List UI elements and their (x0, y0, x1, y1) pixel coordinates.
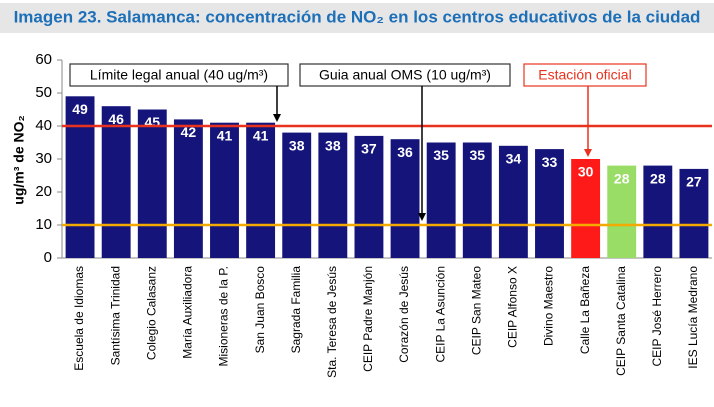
chart-title: Imagen 23. Salamanca: concentración de N… (14, 7, 701, 26)
x-tick-label: Corazón de Jesús (397, 266, 411, 363)
annotation-box (523, 63, 647, 87)
annotation-box (299, 63, 511, 87)
x-tick-label: Sta. Teresa de Jesús (325, 266, 339, 378)
value-label: 28 (614, 170, 630, 186)
value-label: 37 (361, 141, 377, 157)
bar (354, 135, 384, 258)
bar (498, 145, 528, 258)
value-label: 38 (289, 137, 305, 153)
title-band (0, 3, 714, 33)
annotation: Límite legal anual (40 ug/m³) (90, 67, 268, 83)
bar (426, 142, 456, 258)
bar (679, 168, 709, 258)
y-tick-label: 50 (35, 84, 52, 101)
bar (607, 165, 637, 258)
bar (137, 109, 167, 258)
bar (173, 119, 203, 259)
bar (101, 106, 131, 258)
value-label: 41 (253, 127, 269, 143)
x-tick-label: CEIP La Asunción (433, 266, 447, 363)
value-label: 46 (108, 111, 124, 127)
value-label: 36 (397, 144, 413, 160)
x-tick-label: Calle La Bañeza (578, 266, 592, 354)
x-tick-label: Sagrada Familia (289, 266, 303, 354)
x-tick-label: CEIP San Mateo (469, 266, 483, 355)
bar (282, 132, 312, 258)
annotation: Estación oficial (538, 67, 631, 83)
y-tick-label: 10 (35, 216, 52, 233)
value-label: 28 (650, 170, 666, 186)
x-tick-label: Escuela de Idiomas (72, 266, 86, 371)
value-label: 33 (542, 154, 558, 170)
value-label: 49 (72, 101, 88, 117)
value-label: 30 (578, 164, 594, 180)
value-label: 34 (506, 151, 522, 167)
y-axis-label: ug/m³ de NO₂ (11, 115, 27, 204)
y-tick-label: 60 (35, 51, 52, 68)
x-tick-label: CEIP Padre Manjón (361, 266, 375, 372)
value-label: 38 (325, 137, 341, 153)
annotation-box (69, 63, 289, 87)
x-tick-label: CEIP José Herrero (650, 266, 664, 367)
x-tick-label: Colegio Calasanz (144, 266, 158, 360)
annotation: Guia anual OMS (10 ug/m³) (319, 67, 491, 83)
x-tick-label: María Auxiliadora (181, 266, 195, 359)
value-label: 35 (469, 147, 485, 163)
value-label: 41 (217, 127, 233, 143)
bar (571, 159, 601, 258)
arrow-head (584, 149, 592, 157)
value-label: 27 (686, 174, 702, 190)
value-label: 35 (433, 147, 449, 163)
value-label: 42 (181, 124, 197, 140)
arrow-head (418, 213, 426, 221)
bar (535, 149, 564, 258)
y-tick-label: 40 (35, 117, 52, 134)
bar (318, 132, 348, 258)
x-tick-label: Misioneras de la P. (217, 266, 231, 367)
bar (65, 96, 95, 258)
bar (462, 142, 492, 258)
arrow-head (273, 114, 281, 122)
x-tick-label: Divino Maestro (542, 266, 556, 346)
bar (390, 139, 420, 258)
x-tick-label: CEIP Santa Catalina (614, 266, 628, 376)
x-tick-label: Santísima Trinidad (108, 266, 122, 365)
y-tick-label: 20 (35, 183, 52, 200)
x-tick-label: San Juan Bosco (253, 266, 267, 354)
y-tick-label: 30 (35, 150, 52, 167)
x-tick-label: CEIP Alfonso X (506, 266, 520, 348)
bar (246, 122, 276, 258)
bar (210, 122, 239, 258)
value-label: 45 (144, 114, 160, 130)
y-tick-label: 0 (44, 249, 52, 266)
x-tick-label: IES Lucía Medrano (686, 266, 700, 369)
bar (643, 165, 673, 258)
